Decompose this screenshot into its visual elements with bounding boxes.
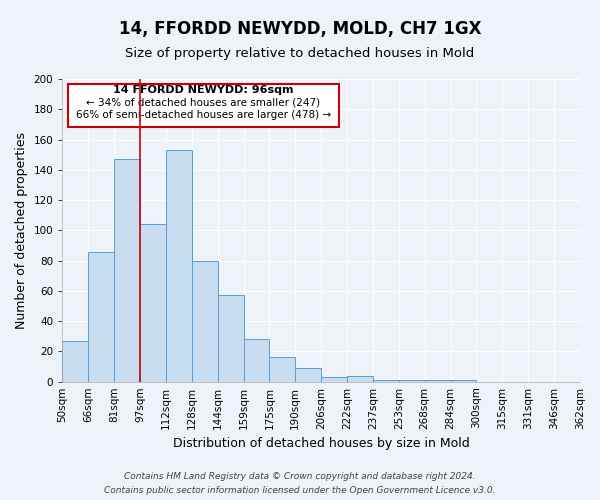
FancyBboxPatch shape	[68, 84, 339, 128]
Bar	[425, 380, 451, 382]
Text: 14, FFORDD NEWYDD, MOLD, CH7 1GX: 14, FFORDD NEWYDD, MOLD, CH7 1GX	[119, 20, 481, 38]
Bar	[62, 341, 88, 382]
Bar	[218, 296, 244, 382]
X-axis label: Distribution of detached houses by size in Mold: Distribution of detached houses by size …	[173, 437, 470, 450]
Bar	[114, 159, 140, 382]
Y-axis label: Number of detached properties: Number of detached properties	[15, 132, 28, 329]
Text: Size of property relative to detached houses in Mold: Size of property relative to detached ho…	[125, 48, 475, 60]
Bar	[140, 224, 166, 382]
Text: ← 34% of detached houses are smaller (247): ← 34% of detached houses are smaller (24…	[86, 98, 320, 108]
Bar	[399, 380, 425, 382]
Text: 66% of semi-detached houses are larger (478) →: 66% of semi-detached houses are larger (…	[76, 110, 331, 120]
Bar	[88, 252, 114, 382]
Bar	[321, 377, 347, 382]
Bar	[166, 150, 192, 382]
Text: Contains public sector information licensed under the Open Government Licence v3: Contains public sector information licen…	[104, 486, 496, 495]
Bar	[451, 380, 476, 382]
Bar	[295, 368, 321, 382]
Bar	[269, 358, 295, 382]
Text: 14 FFORDD NEWYDD: 96sqm: 14 FFORDD NEWYDD: 96sqm	[113, 85, 293, 95]
Bar	[373, 380, 399, 382]
Text: Contains HM Land Registry data © Crown copyright and database right 2024.: Contains HM Land Registry data © Crown c…	[124, 472, 476, 481]
Bar	[192, 260, 218, 382]
Bar	[347, 376, 373, 382]
Bar	[244, 340, 269, 382]
